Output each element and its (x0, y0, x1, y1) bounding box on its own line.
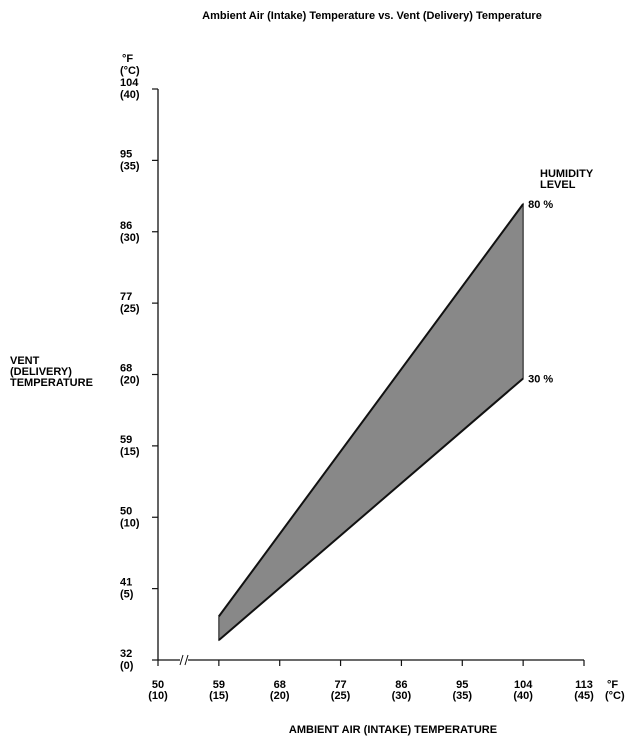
y-unit-c: (°C) (120, 65, 140, 77)
y-tick-label-celsius: (35) (120, 160, 140, 172)
series-line-80 (218, 203, 524, 617)
legend-title-line-2: LEVEL (540, 179, 576, 191)
chart-title: Ambient Air (Intake) Temperature vs. Ven… (202, 10, 542, 22)
y-tick-label-celsius: (25) (120, 303, 140, 315)
x-tick-label-celsius: (35) (453, 690, 473, 702)
y-axis-label-line-2: (DELIVERY) (10, 366, 72, 378)
y-tick-label-celsius: (5) (120, 589, 134, 601)
y-tick-label: 86 (120, 220, 132, 232)
y-tick-label: 50 (120, 505, 132, 517)
y-tick-label-celsius: (40) (120, 89, 140, 101)
y-tick-label-celsius: (10) (120, 517, 140, 529)
y-tick-label: 32 (120, 648, 132, 660)
x-tick-label-celsius: (45) (574, 690, 594, 702)
y-tick-label: 68 (120, 363, 132, 375)
series-line-30 (218, 377, 524, 641)
humidity-band (218, 202, 524, 642)
x-tick-label-celsius: (20) (270, 690, 290, 702)
x-unit-f: °F (607, 679, 618, 691)
x-tick-label: 68 (274, 679, 286, 691)
legend-title-line-1: HUMIDITY (540, 168, 594, 180)
y-tick-label: 95 (120, 148, 132, 160)
series-label: 80 % (528, 199, 553, 211)
x-tick-label: 77 (334, 679, 346, 691)
x-tick-label: 113 (575, 679, 593, 691)
y-tick-label-celsius: (30) (120, 232, 140, 244)
x-tick-label: 59 (213, 679, 225, 691)
y-tick-label: 104 (120, 77, 139, 89)
y-tick-label-celsius: (15) (120, 446, 140, 458)
y-tick-label: 41 (120, 577, 132, 589)
x-tick-label: 104 (514, 679, 533, 691)
y-axis-label-line-1: VENT (10, 355, 40, 367)
y-tick-label-celsius: (0) (120, 660, 134, 672)
x-tick-label: 86 (395, 679, 407, 691)
x-tick-label-celsius: (40) (513, 690, 533, 702)
x-tick-label: 95 (456, 679, 468, 691)
series-label: 30 % (528, 373, 553, 385)
x-tick-label-celsius: (10) (148, 690, 168, 702)
x-tick-label-celsius: (15) (209, 690, 229, 702)
x-tick-label: 50 (152, 679, 164, 691)
y-axis-label-line-3: TEMPERATURE (10, 377, 93, 389)
plot-area: 80 %30 %32(0)41(5)50(10)59(15)68(20)77(2… (120, 77, 594, 702)
x-tick-label-celsius: (25) (331, 690, 351, 702)
x-tick-label-celsius: (30) (392, 690, 412, 702)
y-unit-f: °F (122, 53, 133, 65)
axis-break-mark (179, 654, 189, 666)
y-tick-label: 77 (120, 291, 132, 303)
y-tick-label: 59 (120, 434, 132, 446)
x-axis-label: AMBIENT AIR (INTAKE) TEMPERATURE (289, 724, 497, 736)
axis-break-gap (180, 654, 188, 666)
y-tick-label-celsius: (20) (120, 375, 140, 387)
x-unit-c: (°C) (605, 690, 625, 702)
